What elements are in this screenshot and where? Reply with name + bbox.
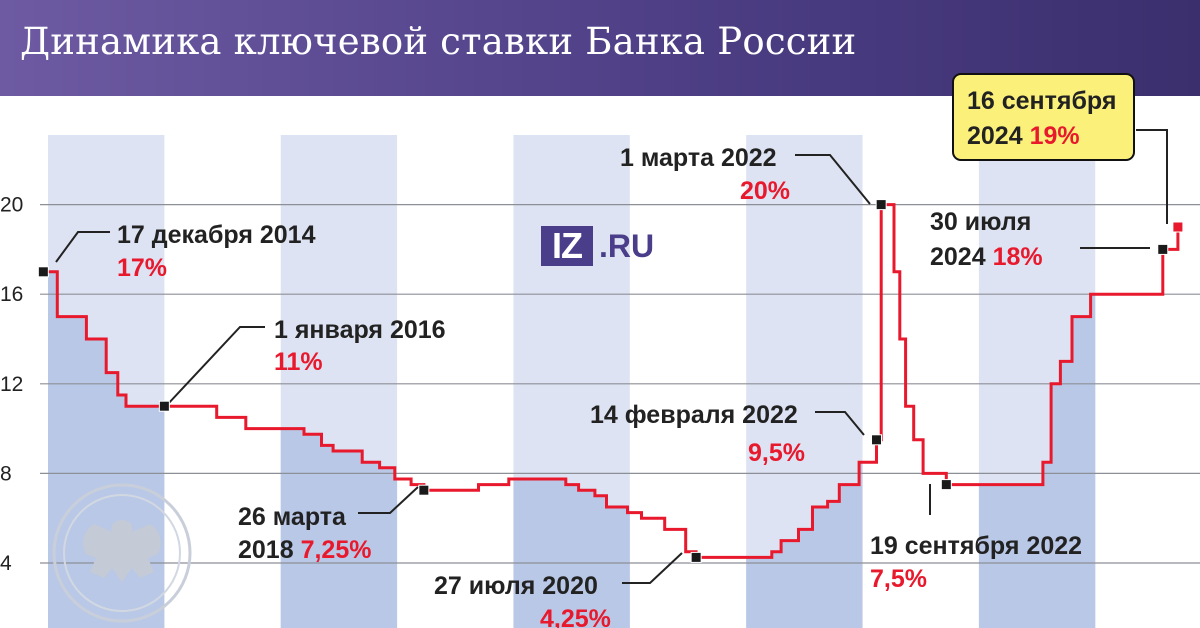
annotation-leader [166, 326, 265, 406]
annotation-value: 19% [1030, 122, 1080, 150]
bank-of-russia-emblem-icon [52, 483, 192, 623]
key-rate-line [43, 203, 1180, 559]
rate-marker [158, 400, 170, 412]
header-banner: Динамика ключевой ставки Банка России [0, 0, 1200, 96]
y-axis-ticks: 4 8 12 16 20 [0, 194, 23, 575]
annotation-value: 20% [740, 177, 790, 205]
annotation-date: 14 февраля 2022 [590, 401, 798, 429]
logo-iz: IZ [541, 226, 593, 266]
annotation-value: 4,25% [540, 605, 611, 628]
annotation-leaders [55, 129, 1168, 584]
annotation-value: 9,5% [748, 439, 805, 467]
annotation-value: 18% [993, 243, 1043, 271]
annotation-date: 17 декабря 2014 [117, 221, 316, 249]
annotation-date: 27 июля 2020 [434, 572, 598, 600]
logo-ru: .RU [599, 228, 655, 264]
annotation-date: 26 марта [238, 503, 347, 531]
gridlines [40, 204, 1200, 564]
annotation-leader [55, 231, 110, 263]
annotation-date-line2: 2024 18% [930, 243, 1043, 271]
annotation-leader [815, 411, 865, 436]
annotation-date: 1 января 2016 [274, 316, 446, 344]
rate-marker [1172, 221, 1184, 233]
annotation-date: 19 сентября 2022 [870, 532, 1082, 560]
annotation-date-line2: 2024 19% [967, 122, 1080, 150]
chart-title: Динамика ключевой ставки Банка России [20, 20, 857, 63]
annotation-date-line2: 2018 7,25% [238, 536, 371, 564]
rate-marker [871, 434, 883, 446]
annotation-leader [358, 486, 419, 514]
rate-marker [875, 199, 887, 211]
annotation-date: 1 марта 2022 [620, 144, 777, 172]
rate-marker [1157, 243, 1169, 255]
rate-marker [37, 266, 49, 278]
annotation-leader [1136, 129, 1168, 224]
rate-marker [418, 484, 430, 496]
annotation-leader [795, 154, 871, 205]
annotation-date: 16 сентября [967, 87, 1116, 115]
y-tick-label: 12 [0, 373, 23, 396]
y-tick-label: 16 [0, 283, 23, 306]
y-tick-label: 8 [0, 462, 12, 485]
rate-marker [940, 479, 952, 491]
annotation-value: 11% [274, 348, 323, 376]
annotation-date: 30 июля [930, 208, 1031, 236]
highlight-box [952, 73, 1135, 161]
rate-marker [690, 551, 702, 563]
annotation-value: 7,5% [870, 565, 927, 593]
annotations: 17 декабря 2014 17% 1 января 2016 11% 26 мар… [117, 87, 1116, 628]
annotation-value: 17% [117, 254, 167, 282]
annotation-value: 7,25% [301, 536, 372, 564]
y-tick-label: 20 [0, 194, 23, 217]
annotation-leader [622, 552, 683, 584]
y-tick-label: 4 [0, 552, 12, 575]
rate-markers [37, 199, 1184, 563]
